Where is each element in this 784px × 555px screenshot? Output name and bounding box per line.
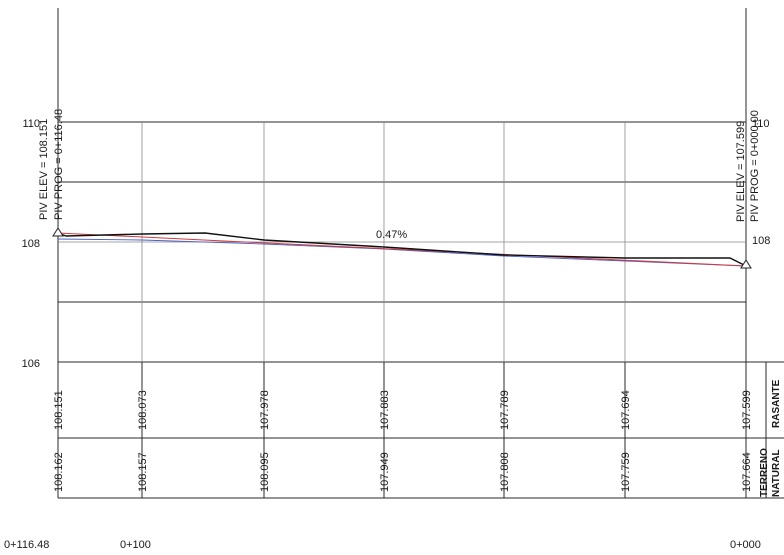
end-piv-marker (740, 259, 752, 269)
end-piv-prog: PIV PROG = 0+000.00 (749, 110, 761, 222)
terreno-value: 108.162 (53, 452, 65, 492)
station-label: 0+100 (120, 539, 151, 551)
rasante-label: RASANTE (771, 379, 782, 428)
terreno-label: TERRENO (759, 448, 770, 497)
end-piv-annotation: PIV ELEV = 107.599 PIV PROG = 0+000.00 (735, 110, 761, 222)
start-piv-prog: PIV PROG = 0+116.48 (53, 109, 65, 220)
rasante-value: 107.694 (620, 390, 632, 430)
rasante-value: 107.599 (741, 390, 753, 430)
ground-line (57, 232, 747, 267)
terreno-value: 107.949 (379, 452, 391, 492)
terreno-value: 107.664 (741, 452, 753, 492)
terreno-values: 108.162 108.157 108.095 107.949 107.808 … (53, 452, 753, 492)
reference-line (57, 238, 747, 267)
right-elevation-label-110: 110 (752, 118, 770, 130)
terreno-value: 107.808 (499, 452, 511, 492)
grade-line (57, 232, 747, 267)
rasante-value: 108.151 (53, 390, 65, 430)
elevation-label-106: 106 (22, 358, 40, 370)
start-piv-elev: PIV ELEV = 108.151 (38, 119, 50, 220)
rasante-values: 108.151 108.073 107.978 107.883 107.789 … (53, 390, 753, 430)
rasante-value: 107.789 (499, 390, 511, 430)
end-piv-elev: PIV ELEV = 107.599 (735, 121, 747, 222)
station-label: 0+116.48 (4, 539, 49, 551)
profile-grid (57, 8, 784, 499)
station-label: 0+000 (730, 539, 761, 551)
natural-label: NATURAL (771, 449, 782, 497)
start-piv-annotation: PIV ELEV = 108.151 PIV PROG = 0+116.48 (38, 109, 65, 232)
terreno-value: 108.157 (137, 452, 149, 492)
rasante-value: 107.978 (259, 390, 271, 430)
profile-lines: 0.47% (52, 227, 752, 269)
rasante-value: 108.073 (137, 390, 149, 430)
elevation-label-110: 110 (22, 118, 40, 130)
grade-label: 0.47% (376, 229, 407, 241)
elevation-label-108: 108 (22, 238, 40, 250)
rasante-value: 107.883 (379, 390, 391, 430)
band-ticks (57, 362, 747, 498)
terreno-value: 107.759 (620, 452, 632, 492)
terreno-value: 108.095 (259, 452, 271, 492)
right-elevation-label-108: 108 (752, 235, 770, 247)
start-piv-marker (52, 227, 64, 237)
